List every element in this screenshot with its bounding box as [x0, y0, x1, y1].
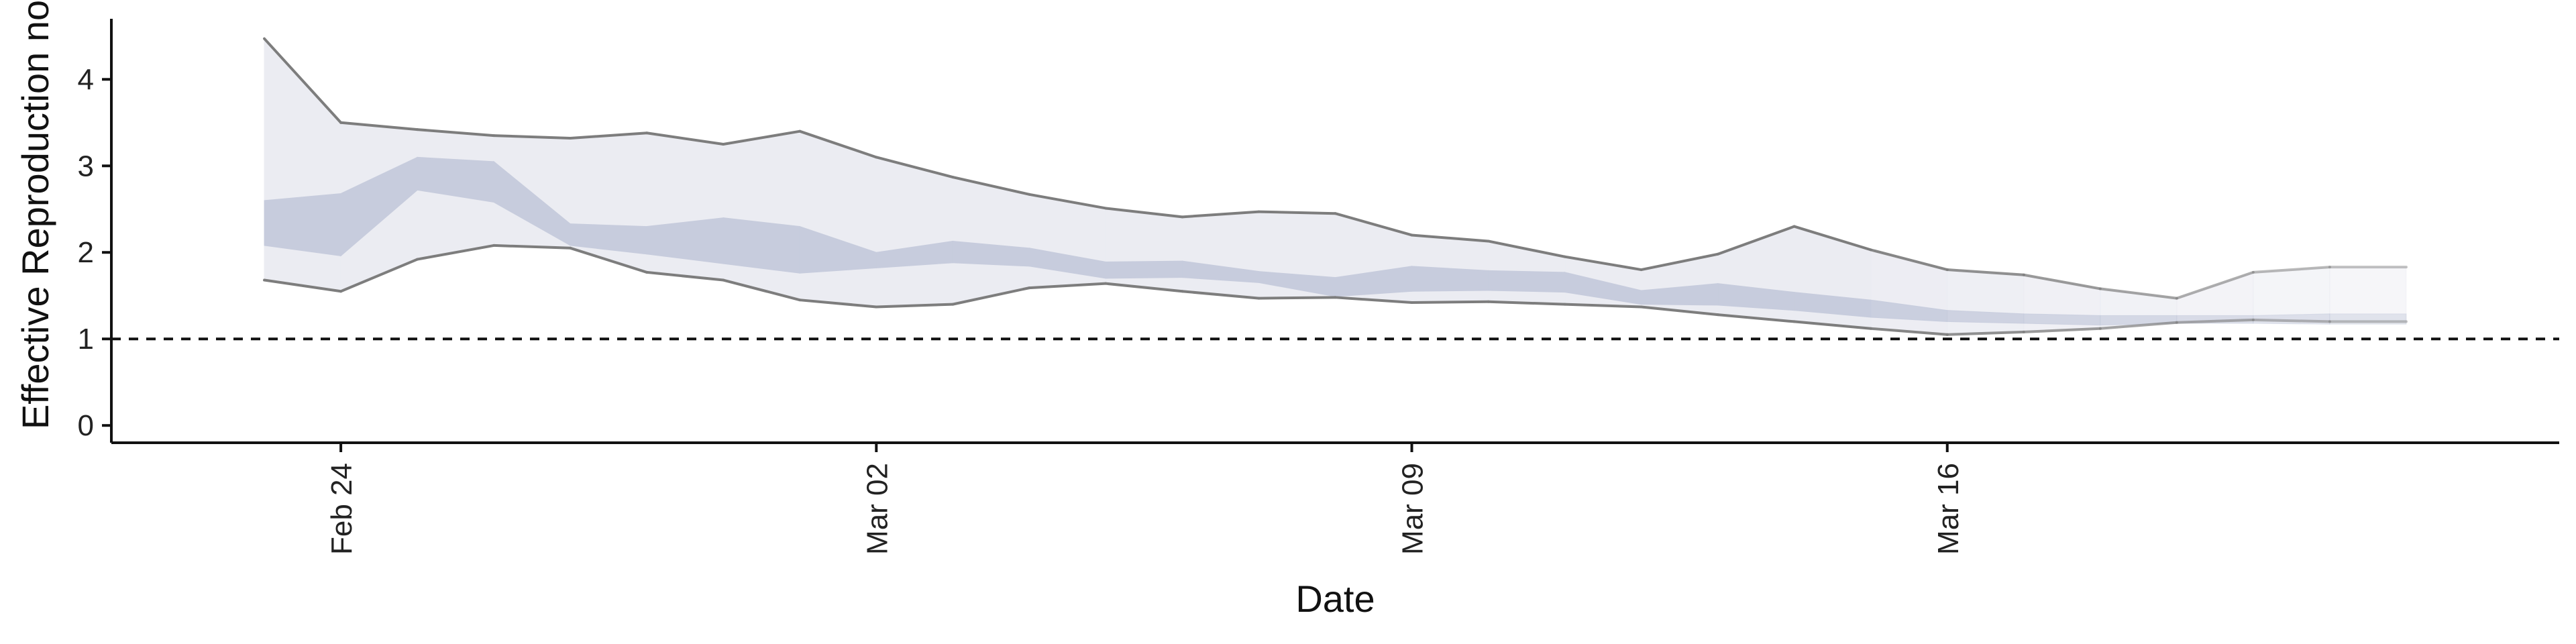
outer-band-segment [952, 176, 1030, 305]
x-tick-label: Mar 16 [1932, 463, 1965, 555]
lower-bound-segment [339, 258, 419, 293]
lower-bound-segment [1563, 303, 1643, 309]
lower-bound-segment [798, 299, 878, 309]
upper-bound-segment [951, 176, 1031, 196]
upper-bound-segment [1181, 210, 1260, 219]
lower-bound-segment [1334, 296, 1413, 305]
lower-bound-segment [492, 244, 572, 250]
lower-bound-segment [416, 244, 496, 261]
y-tick-label: 3 [78, 150, 94, 182]
outer-band-segment [722, 131, 800, 301]
outer-band-segment [2329, 266, 2407, 322]
lower-bound-segment [1792, 320, 1872, 330]
upper-bound-segment [263, 37, 343, 124]
lower-bound-segment [2251, 318, 2331, 323]
lower-bound-segment [1640, 305, 1719, 317]
lower-bound-segment [1104, 282, 1184, 293]
y-axis-title: Effective Reproduction no [14, 0, 56, 429]
upper-bound-segment [339, 121, 419, 131]
lower-bound-segment [569, 246, 649, 274]
outer-band-segment [875, 156, 953, 308]
outer-band-segment [1181, 211, 1259, 299]
upper-bound-segment [798, 129, 878, 159]
lower-bound-segment [722, 278, 802, 302]
lower-bound-segment [1716, 313, 1796, 323]
upper-bound-segment [2098, 287, 2178, 300]
upper-bound-segment [1104, 207, 1184, 219]
x-tick-label: Mar 09 [1397, 463, 1430, 555]
inner-band-segment [264, 193, 341, 256]
upper-bound-segment [1716, 225, 1796, 256]
lower-bound-segment [263, 278, 343, 293]
outer-band-segment [2176, 272, 2254, 323]
outer-band-segment [799, 130, 877, 308]
upper-bound-segment [2251, 266, 2331, 274]
lower-bound-segment [1487, 300, 1566, 306]
lower-bound-segment [951, 286, 1031, 306]
lower-bound-segment [1869, 327, 1949, 336]
lower-bound-segment [2098, 321, 2178, 330]
upper-bound-segment [1563, 255, 1643, 272]
upper-bound-segment [1487, 239, 1566, 258]
upper-bound-segment [2022, 273, 2102, 290]
upper-bound-segment [875, 156, 955, 179]
y-tick-label: 1 [78, 323, 94, 356]
lower-bound-segment [875, 303, 955, 309]
y-tick-label: 2 [78, 236, 94, 269]
x-tick-label: Feb 24 [325, 463, 358, 555]
inner-band-segment [1411, 266, 1489, 292]
upper-bound-segment [1640, 252, 1719, 272]
upper-bound-segment [1869, 248, 1949, 272]
outer-band-segment [1947, 269, 2025, 335]
x-axis-ticks: Feb 24 Mar 02 Mar 09 Mar 16 [325, 443, 1965, 555]
lower-bound-segment [1028, 282, 1108, 290]
inner-band-segment [1105, 260, 1183, 279]
inner-band-segment [1488, 270, 1566, 293]
uncertainty-bands [264, 38, 2407, 335]
lower-bound-segment [1181, 290, 1260, 300]
outer-band-segment [1105, 207, 1183, 292]
lower-bound-segment [2175, 318, 2255, 324]
x-axis-title: Date [1295, 578, 1375, 620]
outer-bound-lines [263, 37, 2408, 336]
axes [110, 19, 2559, 444]
upper-bound-segment [1334, 212, 1413, 237]
upper-bound-segment [1257, 210, 1337, 215]
outer-band-segment [1870, 249, 1948, 335]
upper-bound-segment [1792, 225, 1872, 252]
upper-bound-segment [2175, 270, 2255, 300]
lower-bound-segment [1410, 300, 1490, 305]
upper-bound-segment [416, 128, 496, 138]
upper-bound-segment [722, 129, 802, 146]
upper-bound-segment [645, 131, 725, 146]
x-tick-label: Mar 02 [861, 463, 894, 555]
upper-bound-segment [1028, 193, 1108, 210]
lower-bound-segment [1257, 296, 1337, 300]
y-tick-label: 4 [78, 63, 94, 96]
lower-bound-segment [1945, 330, 2025, 336]
upper-bound-segment [1945, 268, 2025, 276]
upper-bound-segment [569, 131, 649, 140]
upper-bound-segment [1410, 233, 1490, 243]
lower-bound-segment [2022, 327, 2102, 333]
upper-bound-segment [492, 134, 572, 140]
y-axis-ticks: 0 1 2 3 4 [78, 63, 111, 442]
inner-band-segment [2023, 313, 2101, 326]
lower-bound-segment [645, 270, 725, 282]
y-tick-label: 0 [78, 409, 94, 442]
outer-band-segment [2253, 266, 2330, 322]
inner-band-segment [722, 217, 800, 274]
